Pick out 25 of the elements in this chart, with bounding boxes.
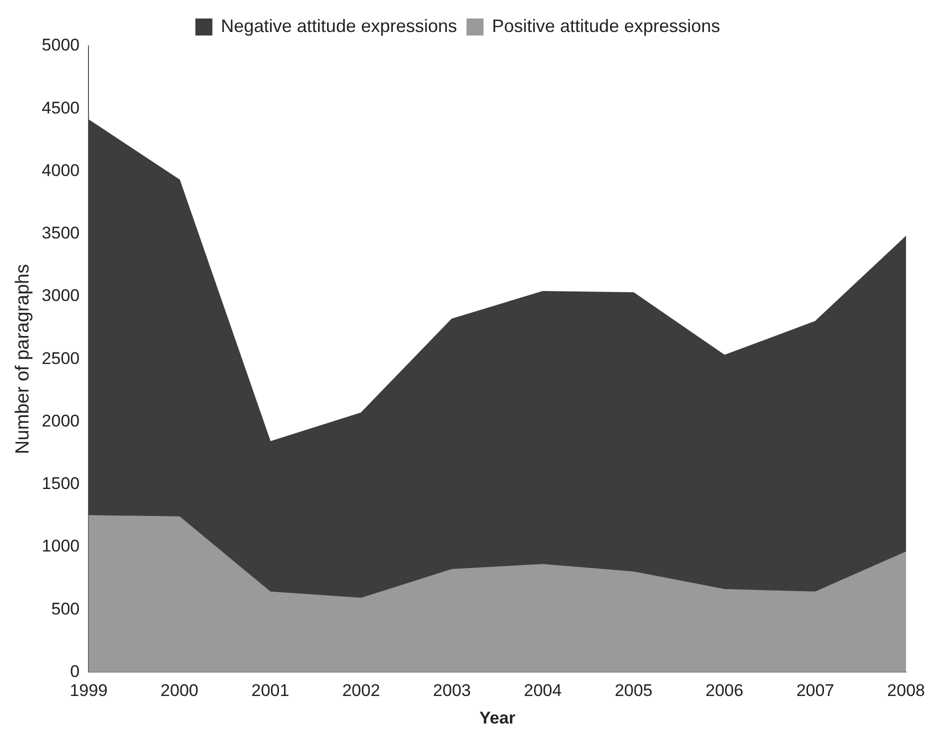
legend-label: Positive attitude expressions xyxy=(492,16,720,36)
y-tick-label: 4500 xyxy=(42,98,80,118)
x-tick-label: 2007 xyxy=(796,681,834,700)
x-tick-label: 2006 xyxy=(706,681,744,700)
x-tick-label: 2000 xyxy=(160,681,198,700)
y-tick-label: 1000 xyxy=(42,536,80,556)
y-tick-label: 5000 xyxy=(42,36,80,55)
y-tick-label: 2000 xyxy=(42,411,80,430)
x-tick-label: 2005 xyxy=(614,681,653,700)
y-tick-label: 2500 xyxy=(42,348,80,368)
x-axis-title: Year xyxy=(479,708,516,728)
y-tick-label: 3500 xyxy=(42,224,80,243)
legend-label: Negative attitude expressions xyxy=(220,16,458,36)
x-tick-label: 2001 xyxy=(251,681,290,700)
y-axis-title: Number of paragraphs xyxy=(12,264,34,454)
y-tick-label: 4000 xyxy=(42,160,80,180)
y-tick-label: 0 xyxy=(70,662,80,681)
y-tick-label: 500 xyxy=(51,599,80,618)
x-tick-label: 2008 xyxy=(887,681,926,700)
x-tick-label: 1999 xyxy=(70,681,108,700)
x-tick-label: 2004 xyxy=(524,681,562,700)
x-tick-label: 2003 xyxy=(433,681,471,700)
y-tick-label: 3000 xyxy=(42,286,80,306)
x-tick-label: 2002 xyxy=(342,681,380,700)
y-tick-label: 1500 xyxy=(42,474,80,494)
